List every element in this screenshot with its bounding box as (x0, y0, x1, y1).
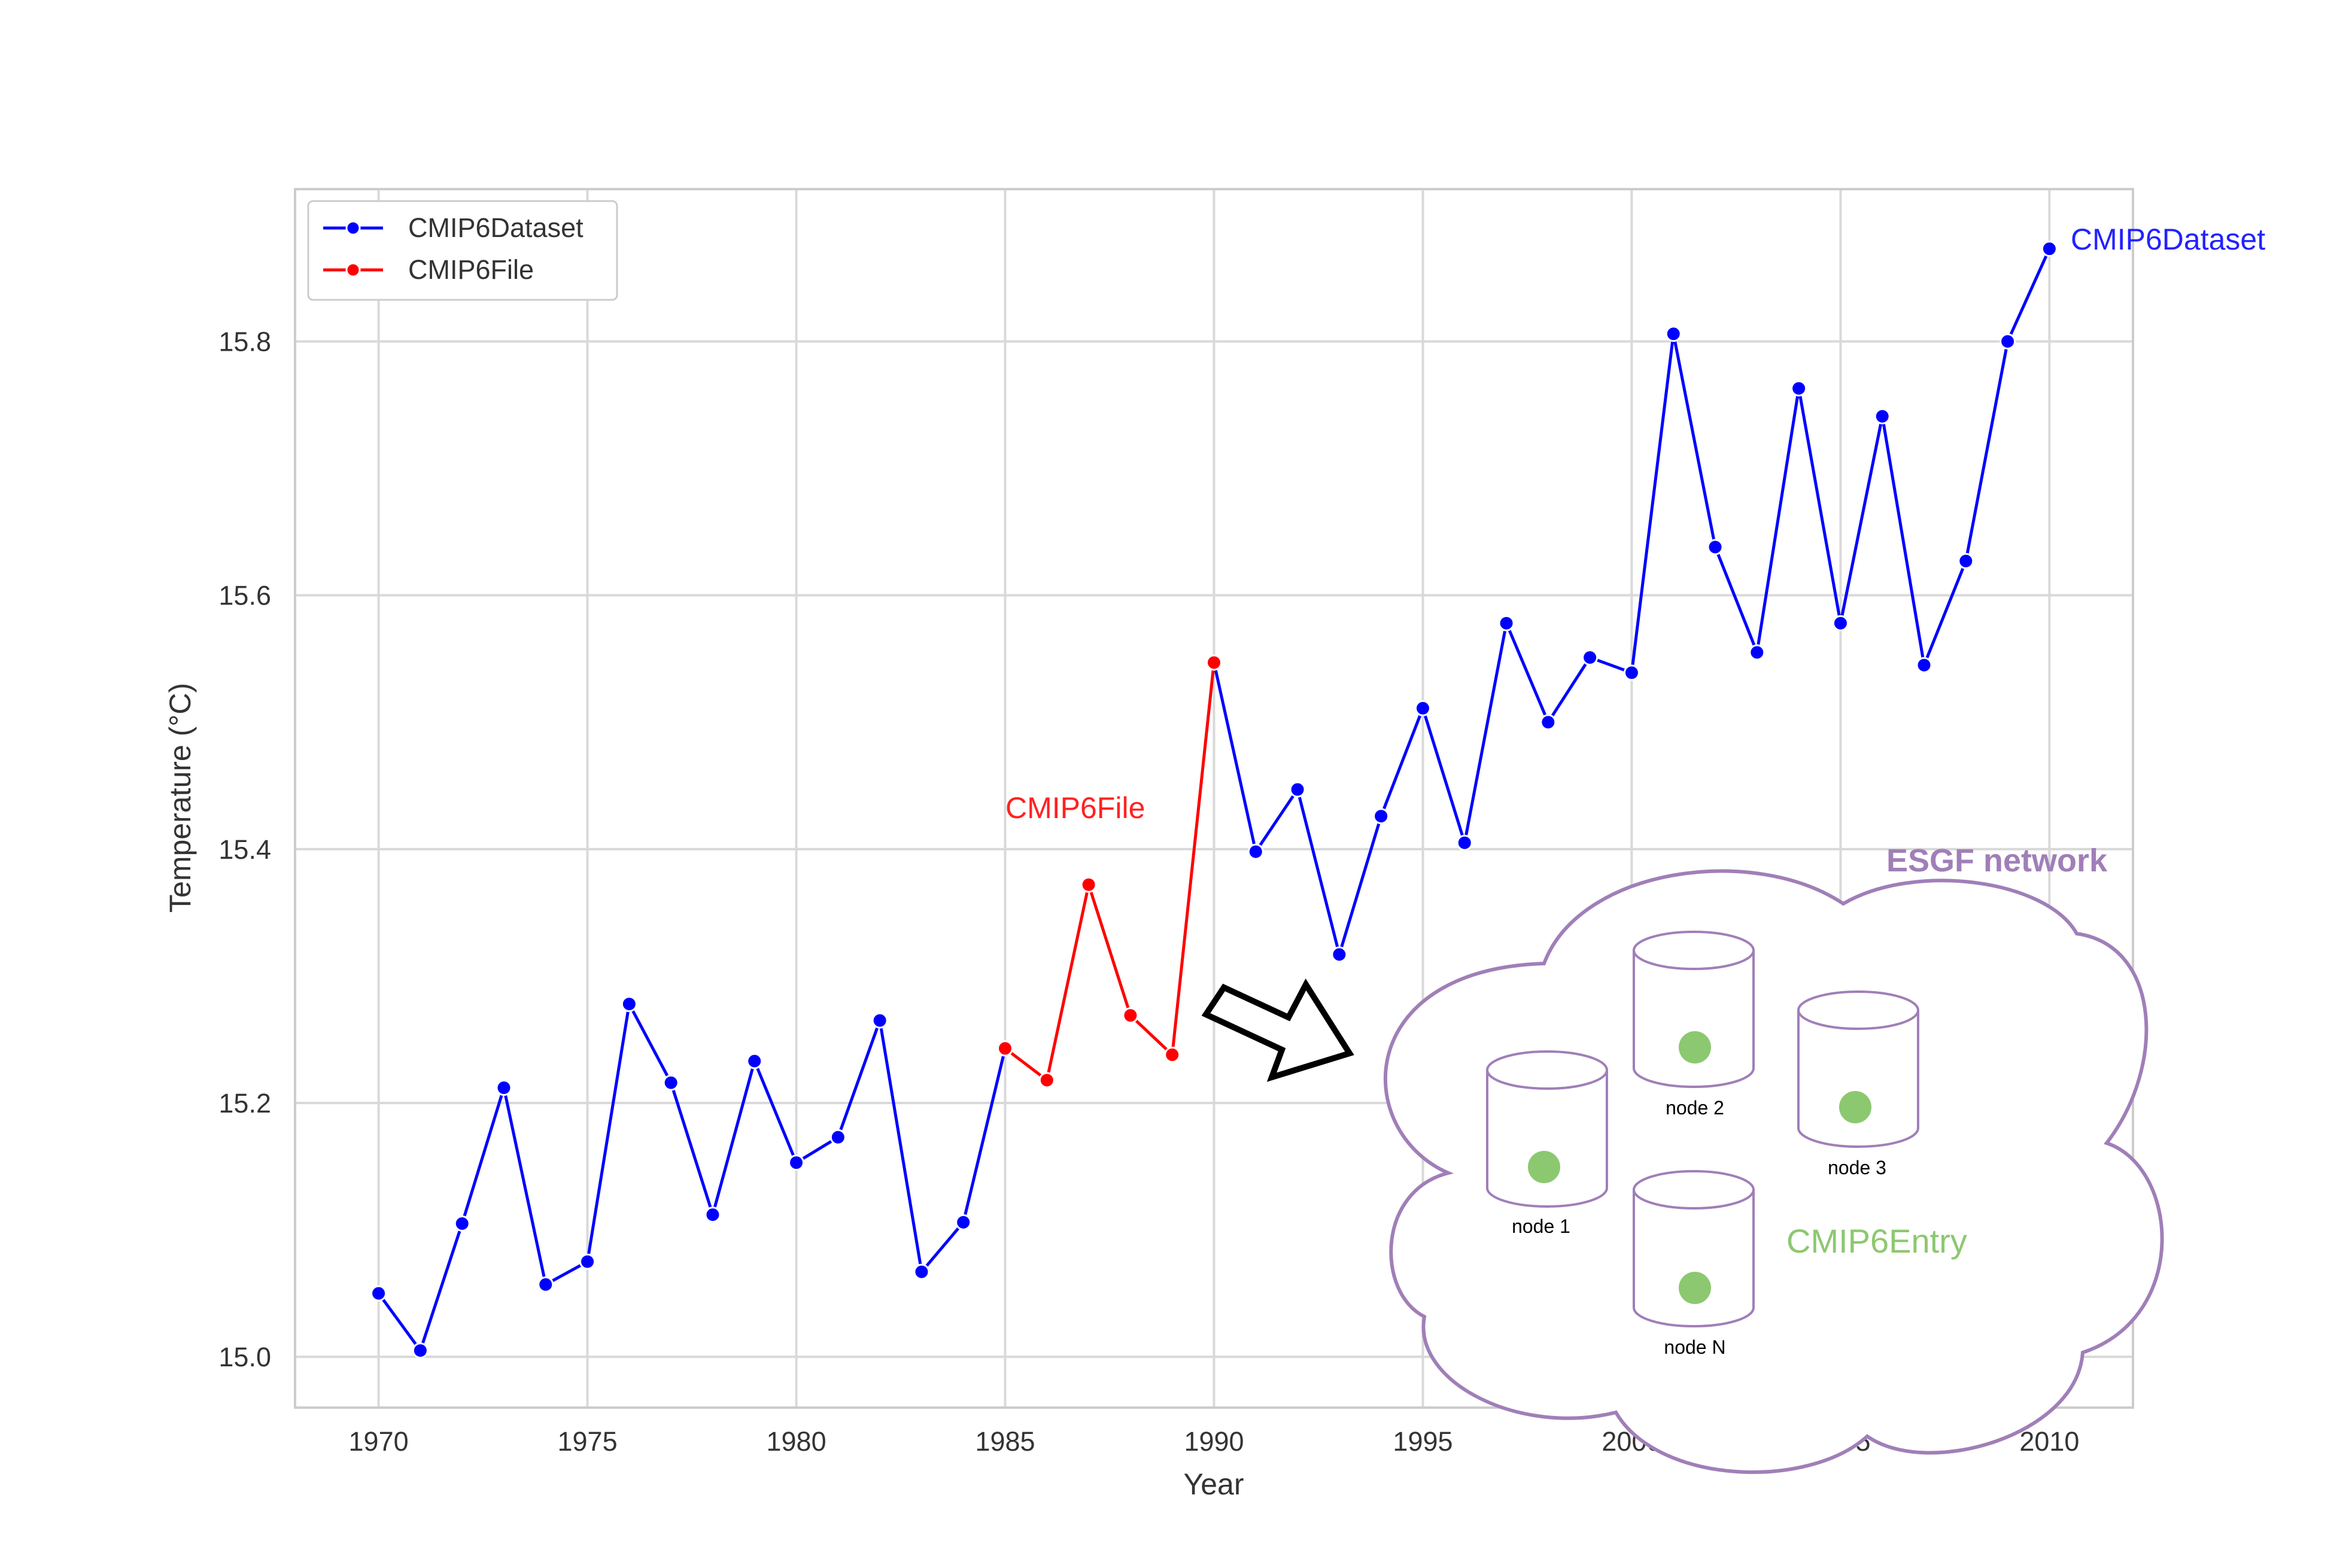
data-point-cmip6dataset-1994 (1373, 808, 1390, 825)
data-point-cmip6dataset-2005 (1832, 615, 1849, 631)
node-n-cylinder-body (1633, 1190, 1755, 1327)
legend: CMIP6Dataset CMIP6File (307, 200, 618, 301)
node-2-label: node 2 (1666, 1097, 1724, 1119)
legend-box (307, 200, 618, 301)
x-tick-label-1980: 1980 (766, 1426, 826, 1457)
data-point-cmip6dataset-2003 (1749, 644, 1765, 661)
y-tick-labels: 15.0 15.2 15.4 15.6 15.8 (218, 327, 271, 1373)
data-point-cmip6dataset-1997 (1498, 615, 1515, 631)
data-point-cmip6dataset-1991 (1247, 843, 1264, 860)
node-n-entry-dot (1679, 1272, 1711, 1304)
node-2-cylinder-body (1633, 950, 1755, 1088)
data-point-cmip6dataset-2007 (1916, 657, 1932, 673)
node-2-cylinder-top (1633, 931, 1755, 970)
esgf-network-title: ESGF network (1886, 843, 2108, 879)
node-n-label: node N (1664, 1336, 1725, 1358)
data-point-cmip6dataset-1995 (1414, 700, 1431, 716)
node-3-cylinder-icon (1797, 990, 1919, 1148)
node-1-cylinder-body (1486, 1070, 1608, 1208)
data-point-cmip6file-1985 (997, 1040, 1014, 1057)
x-tick-label-1975: 1975 (558, 1426, 618, 1457)
node-n-cylinder-icon (1633, 1170, 1755, 1327)
annotation-cmip6dataset: CMIP6Dataset (2071, 223, 2265, 256)
y-axis-title: Temperature (°C) (163, 683, 197, 913)
x-axis-title: Year (1183, 1467, 1244, 1501)
data-point-cmip6dataset-2002 (1707, 539, 1724, 555)
data-point-cmip6dataset-1975 (579, 1253, 596, 1270)
legend-label-cmip6dataset: CMIP6Dataset (408, 212, 584, 243)
node-1-cylinder-icon (1486, 1050, 1608, 1208)
data-point-cmip6dataset-2000 (1623, 664, 1640, 681)
y-tick-label-3: 15.6 (218, 581, 271, 611)
data-point-cmip6dataset-2010 (2041, 241, 2058, 257)
x-tick-label-2010: 2010 (2019, 1426, 2079, 1457)
data-point-cmip6dataset-1992 (1289, 781, 1306, 798)
legend-marker-cmip6file (345, 262, 361, 278)
esgf-network-cloud (1384, 869, 2164, 1474)
data-point-cmip6dataset-1996 (1456, 834, 1473, 851)
data-point-cmip6dataset-1999 (1582, 649, 1599, 666)
data-point-cmip6file-1990 (1206, 654, 1222, 671)
data-point-cmip6dataset-1971 (412, 1342, 429, 1359)
annotation-cmip6file: CMIP6File (1005, 791, 1145, 825)
x-tick-label-1970: 1970 (349, 1426, 409, 1457)
data-point-cmip6dataset-1977 (663, 1074, 679, 1091)
data-point-cmip6dataset-1979 (746, 1053, 763, 1069)
data-point-cmip6dataset-1982 (871, 1012, 888, 1029)
node-3-cylinder-top (1797, 990, 1919, 1030)
arrow-icon (1201, 979, 1354, 1082)
x-tick-label-1990: 1990 (1184, 1426, 1244, 1457)
node-1-entry-dot (1528, 1151, 1560, 1183)
data-point-cmip6dataset-1974 (537, 1276, 554, 1293)
node-3-entry-dot (1839, 1091, 1871, 1123)
series-line-cmip6file-0 (1004, 662, 1215, 1082)
legend-label-cmip6file: CMIP6File (408, 254, 534, 285)
data-point-cmip6dataset-1983 (913, 1263, 930, 1280)
node-3-label: node 3 (1828, 1157, 1886, 1178)
node-1-cylinder-top (1486, 1050, 1608, 1090)
x-tick-label-1985: 1985 (975, 1426, 1035, 1457)
data-point-cmip6file-1988 (1122, 1007, 1139, 1024)
y-tick-label-2: 15.4 (218, 834, 271, 865)
data-point-cmip6dataset-1980 (788, 1154, 805, 1171)
cloud-shape (1384, 869, 2164, 1474)
legend-marker-cmip6dataset (345, 220, 361, 236)
data-point-cmip6dataset-1972 (454, 1215, 470, 1232)
data-point-cmip6dataset-1981 (829, 1129, 846, 1145)
data-point-cmip6dataset-1984 (955, 1214, 972, 1230)
data-point-cmip6dataset-1993 (1331, 946, 1348, 963)
series-line-cmip6dataset-0 (377, 1002, 1007, 1353)
y-tick-label-1: 15.2 (218, 1088, 271, 1119)
data-point-cmip6dataset-1998 (1540, 714, 1557, 731)
node-2-entry-dot (1679, 1031, 1711, 1063)
data-point-cmip6file-1986 (1038, 1072, 1055, 1089)
cmip6entry-label: CMIP6Entry (1786, 1222, 1967, 1260)
data-point-cmip6dataset-2008 (1958, 552, 1974, 569)
x-tick-label-1995: 1995 (1393, 1426, 1452, 1457)
data-point-cmip6file-1987 (1080, 876, 1097, 893)
plot-frame (294, 188, 2134, 1409)
data-point-cmip6dataset-2001 (1665, 326, 1682, 342)
y-tick-label-4: 15.8 (218, 327, 271, 357)
data-point-cmip6dataset-1978 (704, 1207, 721, 1223)
node-n-cylinder-top (1633, 1170, 1755, 1210)
data-point-cmip6dataset-2006 (1874, 408, 1891, 425)
data-point-cmip6dataset-1970 (370, 1285, 387, 1302)
node-3-cylinder-body (1797, 1010, 1919, 1148)
data-point-cmip6dataset-2004 (1791, 380, 1807, 397)
data-point-cmip6dataset-1973 (496, 1080, 512, 1096)
series-layer (370, 241, 2058, 1359)
data-point-cmip6file-1989 (1164, 1046, 1181, 1063)
node-2-cylinder-icon (1633, 931, 1755, 1088)
node-1-label: node 1 (1512, 1215, 1570, 1237)
data-point-cmip6dataset-2009 (1999, 333, 2016, 350)
y-tick-label-0: 15.0 (218, 1342, 271, 1372)
data-point-cmip6dataset-1976 (621, 996, 637, 1013)
